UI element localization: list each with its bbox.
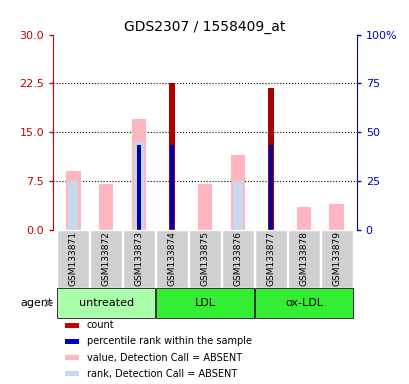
Bar xyxy=(137,145,140,230)
Text: LDL: LDL xyxy=(194,298,215,308)
Bar xyxy=(233,181,242,230)
Text: percentile rank within the sample: percentile rank within the sample xyxy=(86,336,251,346)
FancyBboxPatch shape xyxy=(254,288,353,318)
FancyBboxPatch shape xyxy=(287,230,319,288)
Bar xyxy=(230,155,245,230)
Text: untreated: untreated xyxy=(78,298,133,308)
FancyBboxPatch shape xyxy=(221,230,254,288)
Bar xyxy=(65,339,79,344)
FancyBboxPatch shape xyxy=(122,230,155,288)
FancyBboxPatch shape xyxy=(56,230,89,288)
FancyBboxPatch shape xyxy=(155,288,254,318)
Bar xyxy=(169,83,175,230)
Text: GSM133876: GSM133876 xyxy=(233,231,242,286)
Bar xyxy=(68,181,78,230)
FancyBboxPatch shape xyxy=(188,230,221,288)
Text: ox-LDL: ox-LDL xyxy=(284,298,322,308)
Bar xyxy=(65,371,79,376)
Text: value, Detection Call = ABSENT: value, Detection Call = ABSENT xyxy=(86,353,241,363)
Text: GSM133875: GSM133875 xyxy=(200,231,209,286)
FancyBboxPatch shape xyxy=(56,288,155,318)
Text: rank, Detection Call = ABSENT: rank, Detection Call = ABSENT xyxy=(86,369,236,379)
Text: GSM133878: GSM133878 xyxy=(299,231,308,286)
Bar xyxy=(65,171,80,230)
Text: agent: agent xyxy=(20,298,52,308)
Bar xyxy=(134,142,143,230)
Text: GSM133879: GSM133879 xyxy=(332,231,341,286)
Bar xyxy=(170,145,173,230)
Bar xyxy=(99,184,113,230)
Text: GSM133877: GSM133877 xyxy=(266,231,275,286)
Text: GSM133871: GSM133871 xyxy=(68,231,77,286)
FancyBboxPatch shape xyxy=(90,230,122,288)
FancyBboxPatch shape xyxy=(155,230,188,288)
Bar xyxy=(65,323,79,328)
Text: GSM133874: GSM133874 xyxy=(167,231,176,286)
Bar xyxy=(296,207,310,230)
Bar xyxy=(329,204,344,230)
Text: count: count xyxy=(86,320,114,330)
Bar xyxy=(65,355,79,360)
FancyBboxPatch shape xyxy=(320,230,353,288)
Text: GSM133873: GSM133873 xyxy=(134,231,143,286)
Bar xyxy=(131,119,146,230)
Bar xyxy=(197,184,212,230)
Title: GDS2307 / 1558409_at: GDS2307 / 1558409_at xyxy=(124,20,285,33)
Text: GSM133872: GSM133872 xyxy=(101,231,110,286)
FancyBboxPatch shape xyxy=(254,230,287,288)
Bar xyxy=(269,145,272,230)
Bar xyxy=(267,88,273,230)
